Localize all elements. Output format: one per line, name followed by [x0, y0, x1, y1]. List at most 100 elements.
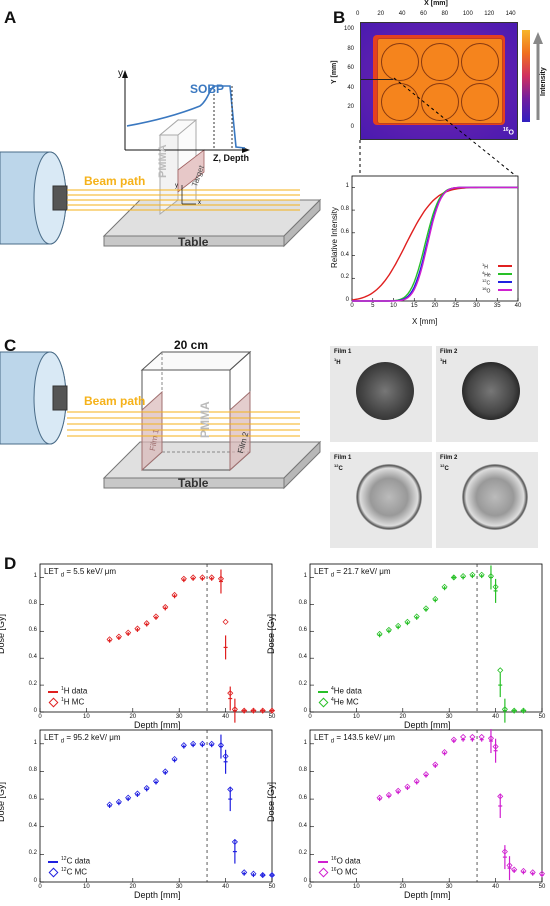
dose-y-tick: 0.4: [298, 822, 307, 829]
dose-data-point: [242, 708, 247, 713]
dose-mc-point: [487, 735, 495, 742]
dose-data-point: [470, 574, 475, 579]
dose-mc-point: [152, 778, 160, 785]
dose-data-point: [200, 576, 205, 581]
film-image: Film 1 12C: [330, 452, 432, 548]
dose-data-point: [396, 790, 401, 795]
dose-data-point: [512, 708, 517, 713]
profile-y-tick: 0.4: [340, 251, 349, 258]
profile-y-tick: 0.8: [340, 206, 349, 213]
dose-mc-point: [376, 794, 383, 801]
dose-mc-point: [143, 620, 150, 627]
dose-x-tick: 30: [445, 884, 453, 890]
profile-x-tick: 0: [350, 303, 354, 309]
dose-mc-point: [404, 618, 411, 625]
dose-data-point: [218, 734, 223, 759]
cube-size-label: 20 cm: [174, 338, 209, 352]
dose-data-point: [502, 698, 507, 723]
profile-x-tick: 5: [371, 303, 375, 309]
profile-legend-swatch: [498, 281, 512, 283]
dose-mc-point: [385, 791, 392, 799]
dose-data-point: [488, 565, 493, 590]
dose-mc-point: [259, 707, 266, 714]
heatmap-y-tick: 60: [347, 65, 354, 71]
table-label-a: Table: [178, 235, 209, 249]
dose-data-point: [126, 631, 131, 636]
dose-mc-point: [501, 706, 508, 713]
heatmap-x-ticks: 0 20 40 60 80 100 120 140: [356, 11, 516, 21]
dose-mc-point: [511, 866, 518, 873]
target-label: Target: [190, 164, 207, 189]
dose-y-tick: 0: [33, 708, 37, 714]
dose-mc-point: [217, 575, 225, 582]
dose-mc-point: [134, 790, 141, 797]
dose-mc-point: [422, 771, 430, 778]
dose-y-tick: 0.6: [298, 795, 307, 802]
dose-mc-point: [171, 591, 178, 599]
dose-mc-point: [395, 787, 402, 794]
table-label-c: Table: [178, 476, 209, 490]
dose-y-tick: 1: [303, 739, 307, 746]
dose-x-tick: 50: [538, 714, 546, 720]
depth-axis-label: Z, Depth: [213, 153, 249, 163]
dose-data-point: [270, 873, 274, 878]
sobp-label: SOBP: [190, 82, 225, 96]
profile-legend-swatch: [498, 273, 512, 275]
panel-letter-b: B: [333, 8, 346, 27]
intensity-colorbar: [522, 30, 530, 122]
dose-y-tick: 0.4: [28, 822, 37, 829]
dose-data-point: [200, 743, 205, 748]
dose-mc-point: [106, 636, 113, 643]
dose-mc-point: [441, 583, 448, 590]
dose-y-title: Dose [Gy]: [0, 781, 6, 822]
dose-data-point: [498, 673, 503, 698]
dose-data-point: [228, 686, 233, 711]
dose-y-tick: 0: [33, 878, 37, 884]
dose-data-point: [270, 708, 274, 713]
dose-y-tick: 0: [303, 878, 307, 884]
dose-x-tick: 10: [83, 884, 90, 890]
dose-mc-point: [497, 667, 504, 674]
seal-image: [356, 362, 414, 420]
dose-mc-point: [231, 706, 238, 713]
dose-data-point: [163, 606, 168, 611]
beam-path-label-a: Beam path: [84, 174, 146, 188]
dose-x-tick: 40: [492, 714, 499, 720]
dose-y-tick: 0.8: [298, 767, 307, 774]
dose-x-tick: 20: [399, 714, 407, 720]
heatmap-x-tick: 140: [505, 11, 516, 17]
dose-y-tick: 1: [33, 573, 37, 580]
profile-x-tick: 25: [452, 303, 460, 309]
intensity-heatmap: 16O: [360, 22, 518, 140]
dose-mc-point: [143, 784, 150, 792]
target-axis-y: y: [175, 183, 178, 189]
profile-legend-swatch: [498, 265, 512, 267]
dose-data-point: [405, 621, 410, 626]
dose-data-point: [116, 636, 121, 640]
heatmap-y-tick: 100: [343, 26, 354, 32]
dose-legend-swatch: [318, 690, 328, 693]
dose-data-point: [461, 575, 466, 580]
dose-x-tick: 20: [399, 884, 407, 890]
dose-x-tick: 0: [308, 714, 312, 720]
dose-let-label: LET d = 5.5 keV/ μm: [44, 567, 117, 579]
dose-mc-point: [432, 595, 439, 603]
dose-data-point: [260, 708, 265, 713]
dose-mc-point: [241, 707, 248, 714]
film-image: Film 1 1H: [330, 346, 432, 442]
profile-legend-swatch: [498, 289, 512, 291]
dose-data-point: [126, 797, 131, 802]
profile-legend-item: 16O: [482, 286, 518, 295]
dose-data-point: [251, 708, 256, 713]
dose-data-point: [232, 839, 237, 864]
film-image: Film 2 1H: [436, 346, 538, 442]
dose-mc-point: [199, 740, 206, 747]
dose-legend-swatch: [48, 860, 58, 863]
dose-mc-point: [478, 571, 485, 578]
dose-data-point: [377, 797, 382, 802]
dose-mc-point: [106, 801, 113, 808]
dose-x-tick: 30: [175, 884, 183, 890]
dose-data-point: [260, 873, 265, 878]
profile-x-tick: 40: [514, 303, 522, 309]
dose-y-tick: 0.6: [298, 627, 307, 634]
